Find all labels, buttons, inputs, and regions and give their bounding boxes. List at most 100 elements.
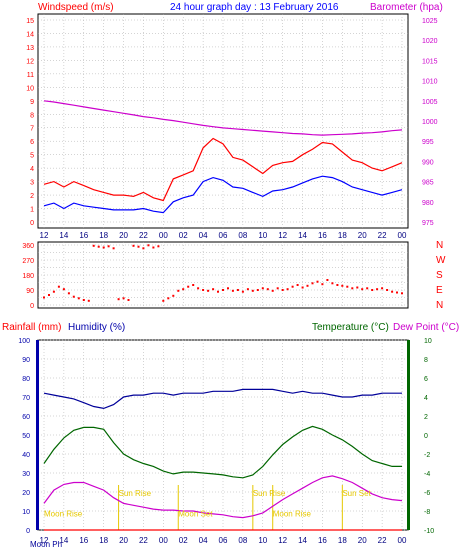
direction-point: [251, 289, 254, 292]
direction-point: [321, 283, 324, 286]
sun-moon-annotation: Sun Rise: [253, 489, 286, 498]
climate-time-labels: 12 14 16 18 20 22 00 02 04 06 08 10 12 14 16 18 20 22 00: [40, 536, 407, 545]
windspeed-tick-label: 0: [30, 220, 34, 227]
direction-point: [236, 289, 239, 291]
time-label: 18: [338, 231, 347, 240]
temperature-tick-labels: -10 -8 -6 -4 -2 0 2 4 6 8 10: [424, 338, 434, 535]
temperature-tick-label: 6: [424, 376, 428, 383]
windspeed-axis-label: Windspeed (m/s): [38, 2, 114, 13]
barometer-tick-label: 980: [422, 200, 434, 207]
windspeed-tick-label: 7: [30, 126, 34, 133]
direction-point: [152, 246, 155, 249]
direction-point: [401, 292, 403, 295]
temperature-tick-label: 10: [424, 338, 432, 345]
direction-point: [127, 299, 130, 301]
direction-point: [52, 290, 55, 293]
windspeed-tick-label: 10: [26, 85, 34, 92]
windspeed-tick-label: 12: [26, 58, 34, 65]
direction-point: [391, 290, 394, 293]
direction-point: [48, 294, 50, 296]
direction-point: [227, 287, 229, 290]
time-label: 02: [179, 536, 188, 545]
wind-panel-frame: [37, 13, 409, 229]
climate-side-axes: [36, 340, 410, 530]
windspeed-tick-label: 4: [30, 166, 34, 173]
time-label: 12: [40, 231, 49, 240]
direction-point: [326, 279, 329, 281]
direction-point: [306, 284, 309, 287]
humidity-tick-label: 90: [22, 357, 30, 364]
humidity-tick-label: 70: [22, 395, 30, 402]
time-label: 00: [398, 231, 407, 240]
compass-label: N: [436, 240, 443, 251]
temperature-axis-bar: [407, 340, 410, 530]
direction-point: [197, 287, 200, 290]
sun-moon-annotation: Moon Rise: [273, 510, 312, 519]
sun-moon-annotation: Sun Rise: [119, 489, 152, 498]
direction-point: [356, 286, 359, 289]
direction-point: [177, 289, 180, 292]
barometer-tick-label: 1010: [422, 79, 438, 86]
series-temperature-line: [43, 425, 402, 479]
direction-point: [346, 285, 349, 288]
time-label: 20: [119, 231, 128, 240]
direction-point: [396, 291, 398, 294]
direction-point: [296, 284, 299, 286]
direction-point: [231, 289, 234, 292]
compass-label: N: [436, 300, 443, 311]
barometer-tick-label: 975: [422, 220, 434, 227]
direction-point: [132, 244, 135, 247]
direction-point: [202, 289, 205, 291]
barometer-tick-label: 1020: [422, 38, 438, 45]
temperature-tick-label: 2: [424, 414, 428, 421]
direction-point: [92, 244, 95, 247]
direction-degree-label: 90: [26, 288, 34, 295]
time-label: 20: [119, 536, 128, 545]
temperature-tick-label: -6: [424, 490, 430, 497]
direction-panel-grid: [38, 242, 408, 308]
temperature-tick-label: -4: [424, 471, 430, 478]
temperature-tick-label: 0: [424, 433, 428, 440]
climate-panel-frame: [37, 339, 409, 531]
windspeed-tick-label: 14: [26, 31, 34, 38]
humidity-tick-label: 40: [22, 452, 30, 459]
time-label: 16: [79, 231, 88, 240]
humidity-tick-label: 20: [22, 490, 30, 497]
time-label: 10: [258, 536, 267, 545]
rainfall-axis-label: Rainfall (mm): [2, 322, 61, 333]
temperature-tick-label: -2: [424, 452, 430, 459]
direction-point: [157, 245, 160, 248]
barometer-tick-label: 1005: [422, 99, 438, 106]
time-label: 04: [199, 231, 208, 240]
direction-point: [77, 297, 80, 300]
time-label: 16: [318, 536, 327, 545]
humidity-tick-label: 30: [22, 471, 30, 478]
windspeed-tick-label: 11: [27, 72, 34, 79]
windspeed-tick-label: 2: [30, 193, 34, 200]
compass-label: S: [436, 270, 443, 281]
direction-point: [67, 292, 70, 295]
sun-moon-annotation: Moon Rise: [44, 510, 83, 519]
direction-point: [192, 284, 195, 286]
direction-point: [72, 295, 75, 298]
direction-point: [341, 284, 344, 287]
direction-point: [187, 285, 190, 288]
time-label: 14: [298, 536, 307, 545]
time-label: 20: [358, 536, 367, 545]
direction-point: [147, 244, 150, 247]
moon-phase-label: Moon Ph: [30, 540, 62, 549]
barometer-tick-label: 1000: [422, 119, 438, 126]
time-label: 06: [219, 536, 228, 545]
direction-degree-labels: 0 90 180 270 360: [22, 243, 34, 310]
series-wind-line: [43, 175, 403, 214]
barometer-tick-label: 995: [422, 139, 434, 146]
time-label: 12: [278, 536, 287, 545]
barometer-tick-label: 1015: [422, 58, 438, 65]
temperature-tick-label: -8: [424, 509, 430, 516]
direction-point: [182, 288, 185, 291]
barometer-tick-labels: 975 980 985 990 995 1000 1005 1010 1015 1020 1025: [422, 18, 438, 227]
wind-time-labels: 12 14 16 18 20 22 00 02 04 06 08 10 12 14 16 18 20 22 00: [40, 231, 407, 240]
direction-point: [301, 286, 304, 289]
direction-point: [97, 245, 100, 248]
